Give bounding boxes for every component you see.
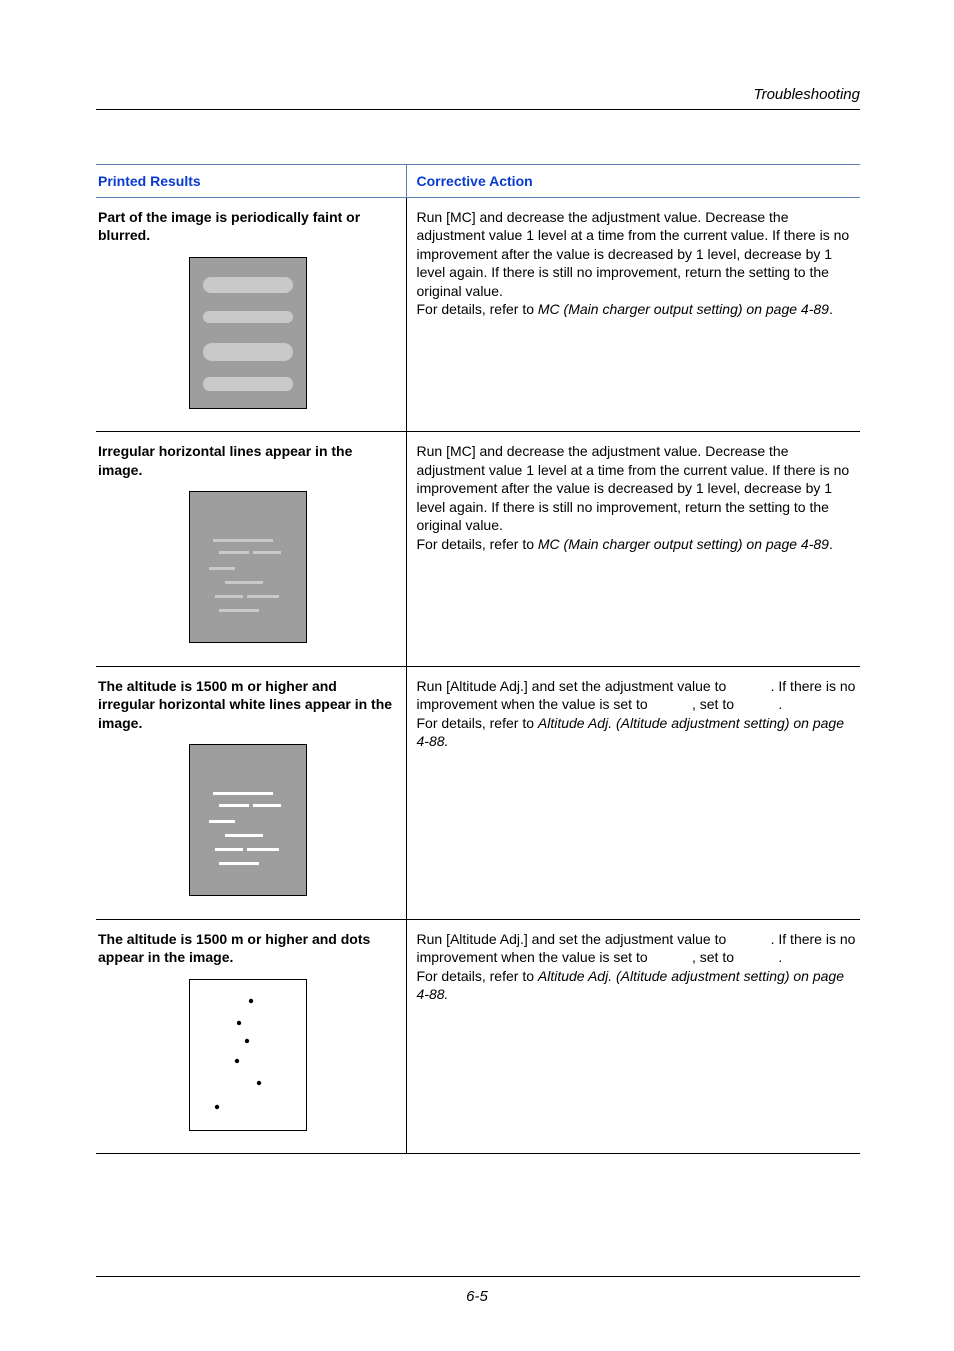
action-text: For details, refer to (417, 968, 538, 984)
table-row: The altitude is 1500 m or higher and dot… (96, 919, 860, 1153)
illustration (189, 491, 307, 643)
action-text: . (829, 536, 833, 552)
th-printed-results: Printed Results (96, 165, 406, 198)
action-text: For details, refer to (417, 536, 538, 552)
page: Troubleshooting Printed Results Correcti… (0, 0, 954, 1194)
row-title: Part of the image is periodically faint … (98, 208, 398, 245)
corrective-action-cell: Run [Altitude Adj.] and set the adjustme… (406, 666, 860, 919)
running-head: Troubleshooting (96, 86, 860, 110)
corrective-action-cell: Run [Altitude Adj.] and set the adjustme… (406, 919, 860, 1153)
action-text: Run [MC] and decrease the adjustment val… (417, 443, 850, 533)
illustration-wrap (98, 489, 398, 651)
row-title: The altitude is 1500 m or higher and irr… (98, 677, 398, 732)
action-text: High 2 (738, 696, 778, 712)
action-text: MC (Main charger output setting) on page… (538, 536, 829, 552)
action-text: . (778, 696, 782, 712)
action-text: Run [MC] and decrease the adjustment val… (417, 209, 850, 299)
illustration-wrap (98, 742, 398, 904)
row-title: The altitude is 1500 m or higher and dot… (98, 930, 398, 967)
action-text: High 1 (730, 678, 770, 694)
action-text: High 1 (652, 696, 692, 712)
action-text: . (829, 301, 833, 317)
action-text: MC (Main charger output setting) on page… (538, 301, 829, 317)
action-text: For details, refer to (417, 301, 538, 317)
action-text: Run [Altitude Adj.] and set the adjustme… (417, 678, 731, 694)
printed-results-cell: The altitude is 1500 m or higher and dot… (96, 919, 406, 1153)
illustration-wrap (98, 255, 398, 417)
table-row: Irregular horizontal lines appear in the… (96, 432, 860, 666)
troubleshooting-table: Printed Results Corrective Action Part o… (96, 164, 860, 1154)
action-text: High 2 (738, 949, 778, 965)
corrective-action-cell: Run [MC] and decrease the adjustment val… (406, 198, 860, 432)
action-text: High 1 (652, 949, 692, 965)
illustration (189, 257, 307, 409)
action-text: , set to (692, 949, 738, 965)
table-row: The altitude is 1500 m or higher and irr… (96, 666, 860, 919)
action-text: . (778, 949, 782, 965)
illustration-wrap (98, 977, 398, 1139)
row-title: Irregular horizontal lines appear in the… (98, 442, 398, 479)
footer-rule (96, 1276, 860, 1277)
table-row: Part of the image is periodically faint … (96, 198, 860, 432)
action-text: High 1 (730, 931, 770, 947)
printed-results-cell: Irregular horizontal lines appear in the… (96, 432, 406, 666)
illustration (189, 744, 307, 896)
printed-results-cell: The altitude is 1500 m or higher and irr… (96, 666, 406, 919)
table-body: Part of the image is periodically faint … (96, 198, 860, 1154)
action-text: Run [Altitude Adj.] and set the adjustme… (417, 931, 731, 947)
th-corrective-action: Corrective Action (406, 165, 860, 198)
printed-results-cell: Part of the image is periodically faint … (96, 198, 406, 432)
action-text: , set to (692, 696, 738, 712)
illustration (189, 979, 307, 1131)
corrective-action-cell: Run [MC] and decrease the adjustment val… (406, 432, 860, 666)
action-text: For details, refer to (417, 715, 538, 731)
page-number: 6-5 (0, 1288, 954, 1305)
